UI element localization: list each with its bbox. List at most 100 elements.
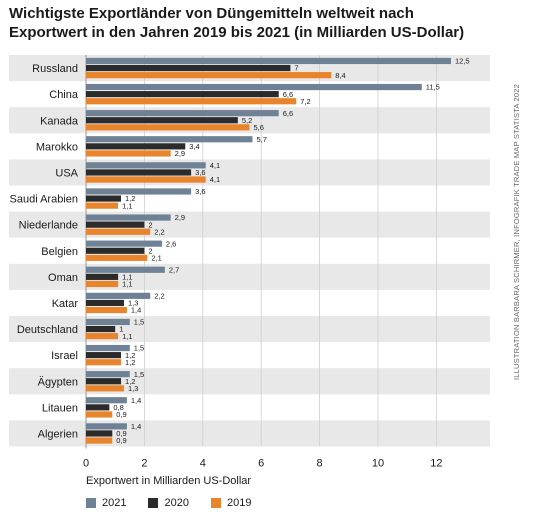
data-label-2020: 7 <box>294 64 298 73</box>
bar-2019 <box>86 385 124 392</box>
category-label: Kanada <box>40 115 79 127</box>
data-label-2019: 0,9 <box>116 436 126 445</box>
data-label-2020: 1,1 <box>122 272 132 281</box>
data-label-2020: 1,3 <box>128 299 138 308</box>
data-label-2020: 0,9 <box>116 429 126 438</box>
bar-2020 <box>86 404 110 411</box>
x-tick-label: 2 <box>141 458 147 470</box>
bar-2019 <box>86 437 113 444</box>
data-label-2020: 3,4 <box>189 142 199 151</box>
legend-label-2019: 2019 <box>226 497 252 509</box>
bar-2021 <box>86 214 171 221</box>
bar-2020 <box>86 273 119 280</box>
bar-2020 <box>86 299 124 307</box>
data-label-2021: 1,4 <box>131 422 141 431</box>
x-axis-label: Exportwert in Milliarden US-Dollar <box>86 475 252 487</box>
data-label-2019: 2,1 <box>151 253 161 262</box>
bar-2019 <box>86 254 148 261</box>
data-label-2019: 2,2 <box>154 227 164 236</box>
data-label-2020: 3,6 <box>195 168 205 177</box>
bar-2021 <box>86 292 151 299</box>
bar-2019 <box>86 150 171 157</box>
legend-item-2020: 2020 <box>148 497 189 509</box>
bar-2019 <box>86 306 127 314</box>
legend-item-2019: 2019 <box>210 497 252 509</box>
chart-title: Wichtigste Exportländer von Düngemitteln… <box>9 5 465 41</box>
bar-2021 <box>86 188 192 195</box>
data-label-2019: 1,1 <box>122 280 132 289</box>
bar-2019 <box>86 202 119 209</box>
data-label-2020: 0,8 <box>113 403 123 412</box>
bar-2021 <box>86 162 206 169</box>
row-band <box>9 211 490 238</box>
bar-2021 <box>86 57 451 65</box>
data-label-2019: 1,1 <box>122 332 132 341</box>
x-tick-label: 6 <box>258 458 264 470</box>
data-label-2019: 1,1 <box>122 201 132 210</box>
data-label-2021: 11,5 <box>426 83 440 92</box>
bar-2021 <box>86 83 422 91</box>
data-label-2021: 1,5 <box>134 344 144 353</box>
data-label-2019: 5,6 <box>254 123 264 132</box>
bar-2020 <box>86 378 122 385</box>
bar-2019 <box>86 411 113 418</box>
data-label-2019: 7,2 <box>300 97 310 106</box>
bar-2020 <box>86 352 122 359</box>
category-label: Oman <box>48 272 78 284</box>
data-label-2019: 8,4 <box>335 71 345 80</box>
data-label-2019: 4,1 <box>210 175 220 184</box>
data-label-2019: 1,2 <box>125 358 135 367</box>
row-band <box>9 368 490 395</box>
bar-2021 <box>86 344 130 352</box>
category-label: Litauen <box>42 402 78 414</box>
bar-2020 <box>86 64 291 72</box>
data-label-2021: 1,5 <box>134 318 144 327</box>
legend: 2021 2020 2019 <box>86 497 251 509</box>
data-label-2021: 2,7 <box>169 265 179 274</box>
bar-2021 <box>86 266 165 273</box>
data-label-2020: 2 <box>148 246 152 255</box>
bar-2020 <box>86 143 186 150</box>
data-label-2020: 1,2 <box>125 351 135 360</box>
bar-2019 <box>86 228 151 235</box>
data-label-2021: 1,5 <box>134 370 144 379</box>
category-label: Ägypten <box>38 376 78 388</box>
legend-label-2020: 2020 <box>164 497 189 509</box>
row-band <box>9 159 490 186</box>
data-label-2021: 2,6 <box>166 239 176 248</box>
data-label-2020: 1 <box>119 325 123 334</box>
bar-2019 <box>86 72 332 79</box>
bar-2019 <box>86 176 206 183</box>
data-label-2020: 1,2 <box>125 377 135 386</box>
bar-2020 <box>86 325 116 333</box>
bar-2021 <box>86 136 253 143</box>
bar-2021 <box>86 318 130 326</box>
data-label-2021: 2,9 <box>175 213 185 222</box>
bar-2019 <box>86 124 250 131</box>
x-tick-label: 4 <box>200 458 206 470</box>
category-label: Niederlande <box>19 220 78 232</box>
data-label-2021: 12,5 <box>455 57 470 66</box>
legend-label-2021: 2021 <box>102 497 127 509</box>
x-tick-label: 10 <box>372 458 384 470</box>
bar-2020 <box>86 195 122 202</box>
category-label: USA <box>55 167 78 179</box>
bar-2021 <box>86 110 279 117</box>
data-label-2021: 1,4 <box>131 396 141 405</box>
data-label-2019: 0,9 <box>116 410 126 419</box>
data-label-2019: 2,9 <box>175 149 185 158</box>
data-label-2021: 3,6 <box>195 187 205 196</box>
bar-2021 <box>86 371 130 378</box>
legend-swatch-2019 <box>210 498 221 508</box>
category-label: Deutschland <box>17 324 78 336</box>
legend-swatch-2020 <box>148 498 159 508</box>
category-label: Israel <box>51 350 78 362</box>
row-band <box>9 316 490 343</box>
bar-2021 <box>86 397 127 404</box>
category-label: Russland <box>32 63 78 75</box>
bar-2019 <box>86 359 122 366</box>
bar-2021 <box>86 423 127 430</box>
data-label-2020: 5,2 <box>242 116 252 125</box>
x-tick-label: 0 <box>83 458 89 470</box>
